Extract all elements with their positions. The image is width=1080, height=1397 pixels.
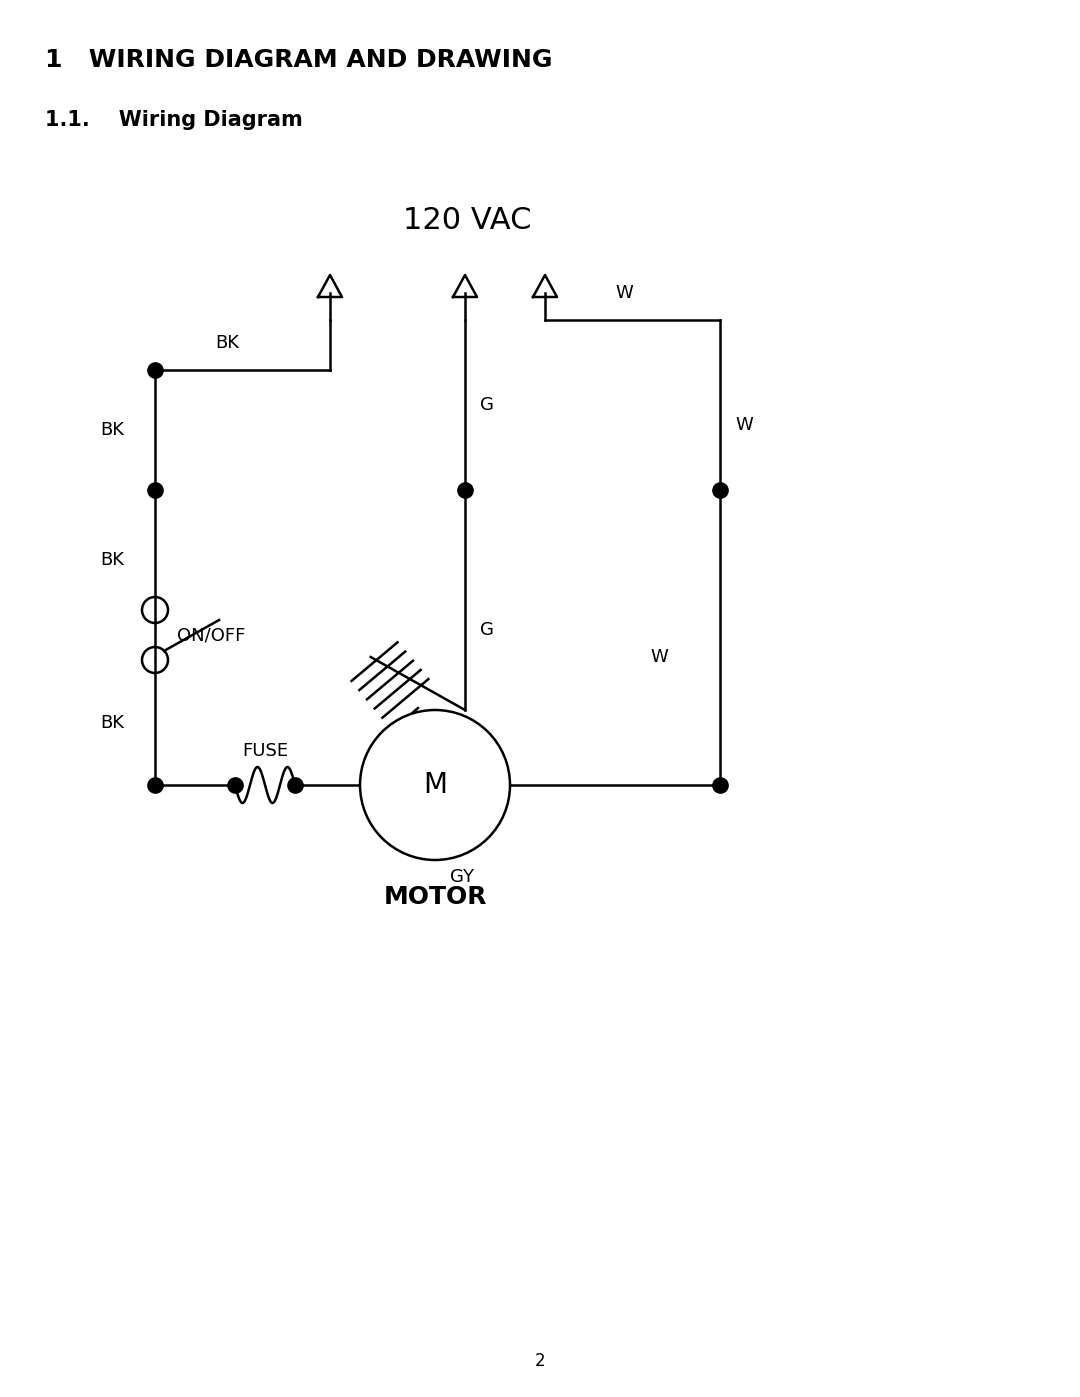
Text: W: W (735, 416, 753, 434)
Text: 1.1.    Wiring Diagram: 1.1. Wiring Diagram (45, 110, 302, 130)
Text: ON/OFF: ON/OFF (177, 626, 245, 644)
Circle shape (360, 710, 510, 861)
Text: FUSE: FUSE (242, 742, 288, 760)
Text: 1   WIRING DIAGRAM AND DRAWING: 1 WIRING DIAGRAM AND DRAWING (45, 47, 553, 73)
Text: BK: BK (100, 550, 124, 569)
Text: BK: BK (100, 714, 124, 732)
Text: BK: BK (100, 420, 124, 439)
Text: G: G (480, 622, 494, 638)
Text: GY: GY (450, 868, 474, 886)
Text: 120 VAC: 120 VAC (403, 205, 531, 235)
Text: BK: BK (215, 334, 239, 352)
Text: G: G (480, 395, 494, 414)
Text: W: W (650, 648, 667, 666)
Text: 2: 2 (535, 1352, 545, 1370)
Text: M: M (423, 771, 447, 799)
Text: MOTOR: MOTOR (383, 886, 487, 909)
Text: W: W (615, 284, 633, 302)
